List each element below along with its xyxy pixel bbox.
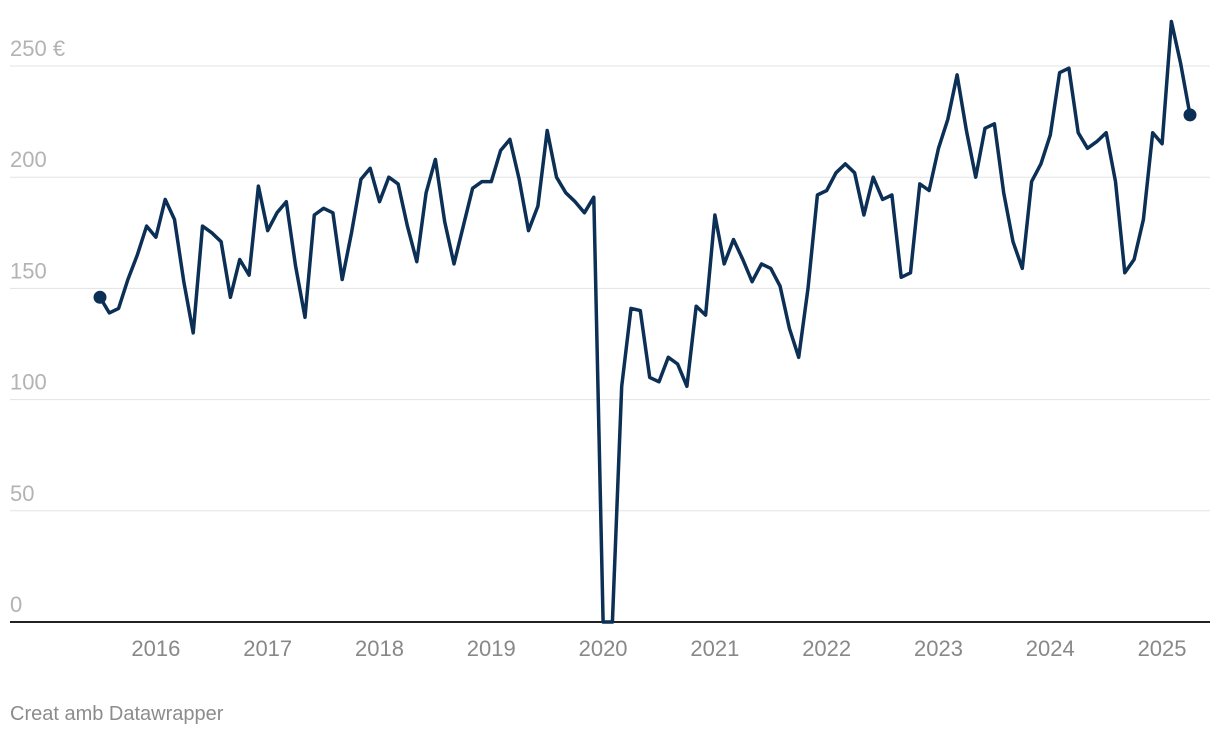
gridlines [10,65,1210,512]
endpoint-markers [93,108,1197,304]
x-tick-label: 2024 [1026,636,1075,661]
x-tick-label: 2017 [243,636,292,661]
x-tick-label: 2023 [914,636,963,661]
x-tick-label: 2025 [1138,636,1187,661]
last-point-marker [1183,108,1197,122]
x-tick-label: 2018 [355,636,404,661]
y-tick-label: 250 € [10,36,65,61]
x-tick-label: 2019 [467,636,516,661]
x-axis-labels: 2016 2017 2018 2019 2020 2021 2022 2023 2024 2025 [131,636,1186,661]
footer-credit: Creat amb Datawrapper [10,703,224,725]
x-tick-label: 2022 [802,636,851,661]
y-tick-label: 0 [10,592,22,617]
x-tick-label: 2020 [579,636,628,661]
y-tick-label: 200 [10,147,47,172]
x-tick-label: 2016 [131,636,180,661]
y-tick-label: 50 [10,481,34,506]
first-point-marker [93,290,107,304]
y-tick-label: 150 [10,258,47,283]
series-line [98,19,1192,624]
x-tick-label: 2021 [690,636,739,661]
y-axis-labels: 0 50 100 150 200 250 € [10,36,65,617]
y-tick-label: 100 [10,370,47,395]
